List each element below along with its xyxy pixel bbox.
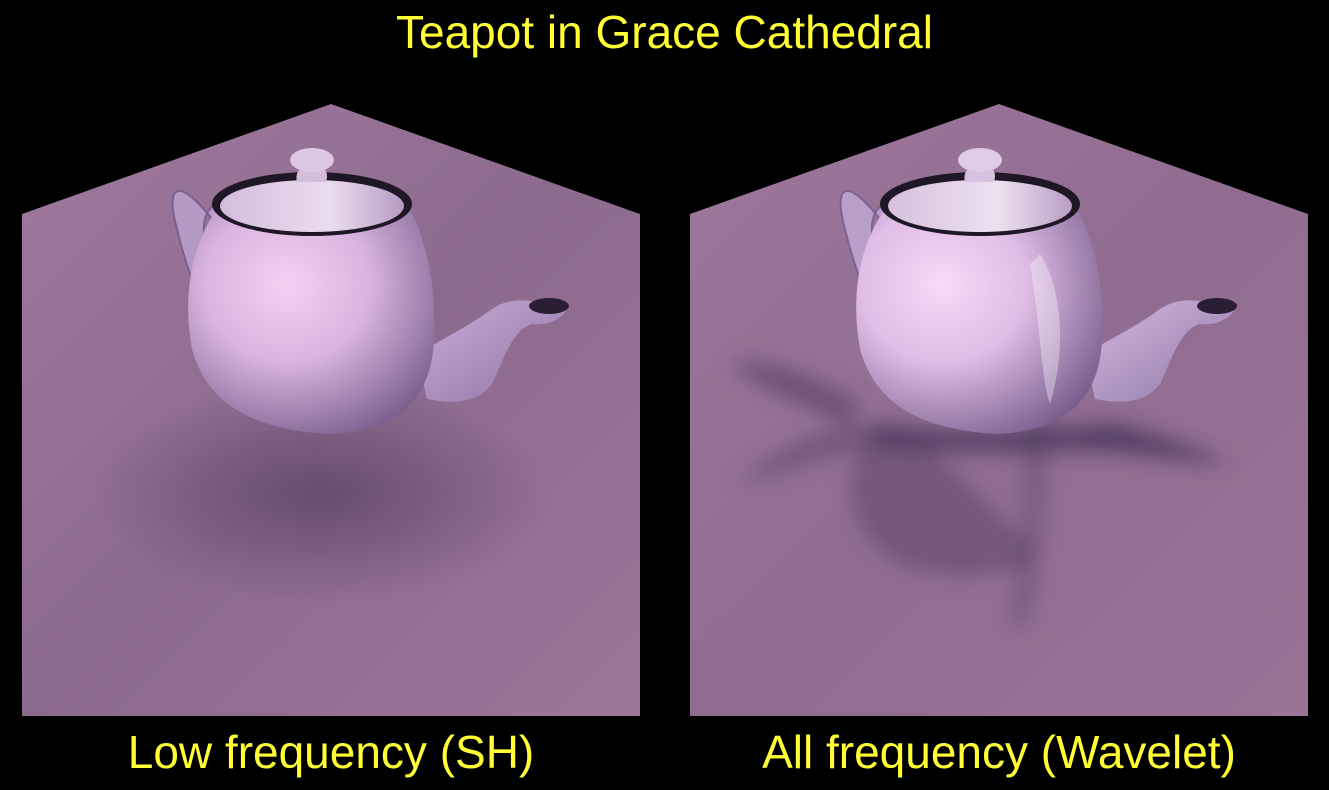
spout-opening bbox=[529, 298, 569, 314]
caption-low-frequency: Low frequency (SH) bbox=[127, 726, 535, 778]
page-title: Teapot in Grace Cathedral bbox=[396, 6, 933, 58]
teapot-lid bbox=[220, 180, 404, 232]
spout-opening bbox=[1197, 298, 1237, 314]
render-low-frequency bbox=[22, 104, 640, 716]
specular-highlight bbox=[1030, 254, 1061, 404]
lid-knob bbox=[958, 148, 1002, 172]
teapot-spout bbox=[417, 300, 567, 402]
teapot-body bbox=[188, 204, 435, 434]
teapot-render-sh bbox=[22, 104, 640, 716]
teapot-render-wavelet bbox=[690, 104, 1308, 716]
teapot-lid bbox=[888, 180, 1072, 232]
teapot-spout bbox=[1085, 300, 1235, 402]
soft-shadow bbox=[92, 384, 552, 604]
render-all-frequency bbox=[690, 104, 1308, 716]
sharp-shadows bbox=[730, 361, 1230, 631]
lid-knob bbox=[290, 148, 334, 172]
caption-all-frequency: All frequency (Wavelet) bbox=[762, 726, 1236, 778]
teapot-body bbox=[856, 204, 1103, 434]
